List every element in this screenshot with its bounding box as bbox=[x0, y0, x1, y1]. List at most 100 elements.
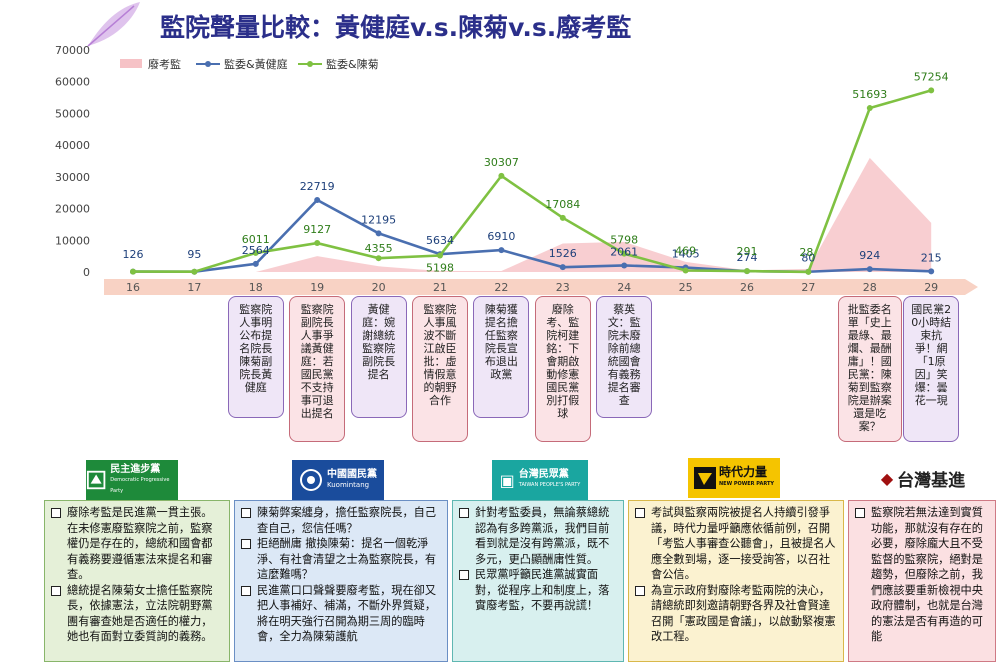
page-title: 監院聲量比較：黃健庭v.s.陳菊v.s.廢考監 bbox=[160, 13, 632, 42]
tpp-emblem-icon: ▣ bbox=[499, 470, 515, 490]
callout-day-20: 黃健庭：婉謝總統監察院副院長提名 bbox=[350, 296, 407, 418]
dpp-logo: 民主進步黨 Democratic Progressive Party bbox=[86, 460, 178, 500]
npp-emblem-icon bbox=[693, 467, 716, 489]
y-tick-label: 70000 bbox=[55, 44, 90, 57]
callout-day-18: 監察院人事明公布提名院長陳菊副院長黃健庭 bbox=[227, 296, 284, 418]
point-series-2 bbox=[559, 214, 566, 221]
x-axis-band-shape bbox=[104, 279, 978, 295]
tsp-statement-1: 監察院若無法達到實質功能，那就沒有存在的必要，廢除龐大且不受監督的監察院，絕對是… bbox=[871, 506, 983, 643]
bullet-icon bbox=[51, 508, 61, 518]
point-series-2 bbox=[498, 172, 505, 179]
data-label-chen: 469 bbox=[675, 245, 696, 258]
legend-swatch-marker bbox=[205, 61, 211, 67]
x-axis: 16 17 18 19 20 21 22 23 24 25 26 27 28 29 bbox=[126, 281, 938, 294]
kmt-logo-sub: Kuomintang bbox=[327, 481, 370, 489]
x-tick-label: 20 bbox=[372, 281, 386, 294]
point-series-2 bbox=[621, 250, 628, 257]
tpp-statement-1: 針對考監委員，無論蔡總統認為有多跨黨派，我們目前看到就是沒有跨黨派，既不多元，更… bbox=[475, 506, 610, 566]
dpp-logo-sub: Democratic Progressive Party bbox=[110, 476, 170, 494]
tsp-logo-text: 台灣基進 bbox=[897, 470, 966, 491]
npp-statement-2: 為宣示政府對廢除考監兩院的決心，請總統即刻邀請朝野各界及社會賢達召開「憲政國是會… bbox=[651, 583, 836, 644]
line-series-2 bbox=[132, 89, 932, 274]
bullet-icon bbox=[241, 508, 251, 518]
npp-statement-1: 考試與監察兩院被提名人持續引發爭議，時代力量呼籲應依循前例，召開「考監人事審查公… bbox=[651, 506, 836, 581]
bullet-icon bbox=[635, 585, 645, 596]
data-label-huang: 22719 bbox=[300, 180, 335, 193]
x-tick-label: 25 bbox=[679, 281, 693, 294]
feather-icon bbox=[87, 2, 140, 47]
point-series-2 bbox=[375, 255, 382, 262]
data-label-huang: 1405 bbox=[672, 248, 700, 261]
npp-logo-sub: NEW POWER PARTY bbox=[718, 481, 775, 487]
chart-legend: 廢考監 監委&黃健庭 監委&陳菊 bbox=[120, 57, 379, 71]
npp-logo-text: 時代力量 bbox=[718, 465, 767, 479]
dpp-emblem-icon bbox=[86, 470, 106, 490]
point-series-1 bbox=[314, 196, 321, 203]
point-series-2 bbox=[314, 240, 321, 247]
area-series-fei-kao-jian bbox=[133, 157, 932, 272]
point-series-1 bbox=[375, 230, 382, 237]
npp-statement-panel: 考試與監察兩院被提名人持續引發爭議，時代力量呼籲應依循前例，召開「考監人事審查公… bbox=[628, 500, 844, 662]
y-axis: 0 10000 20000 30000 40000 50000 60000 70000 bbox=[55, 44, 90, 279]
bullet-icon bbox=[855, 508, 865, 518]
x-tick-label: 26 bbox=[740, 281, 754, 294]
callout-day-22: 陳菊獲提名擔任監察院長宣布退出政黨 bbox=[473, 296, 530, 418]
data-label-chen: 5198 bbox=[426, 262, 454, 275]
dpp-statement-1: 廢除考監是民進黨一貫主張。在未修憲廢監察院之前，監察權仍是存在的，總統和國會都有… bbox=[67, 506, 213, 581]
dpp-logo-text: 民主進步黨 bbox=[110, 463, 161, 475]
data-label-chen: 51693 bbox=[852, 88, 887, 101]
tpp-logo: ▣ 台灣民眾黨 TAIWAN PEOPLE'S PARTY bbox=[492, 460, 588, 500]
data-label-huang: 126 bbox=[123, 248, 144, 261]
legend-swatch-marker bbox=[307, 61, 313, 67]
legend-label: 監委&陳菊 bbox=[326, 57, 379, 71]
y-tick-label: 60000 bbox=[55, 76, 90, 89]
tpp-statement-panel: 針對考監委員，無論蔡總統認為有多跨黨派，我們目前看到就是沒有跨黨派，既不多元，更… bbox=[452, 500, 624, 662]
point-series-2 bbox=[682, 267, 689, 274]
area-series bbox=[133, 157, 932, 272]
kmt-statement-1: 陳菊弊案纏身，擔任監察院長，自己查自己，您信任嗎？ bbox=[257, 506, 437, 535]
x-tick-label: 27 bbox=[801, 281, 815, 294]
legend-swatch-area bbox=[120, 59, 142, 68]
data-label-huang: 95 bbox=[187, 248, 201, 261]
x-tick-label: 17 bbox=[187, 281, 201, 294]
point-series-1 bbox=[866, 266, 873, 273]
line-series bbox=[130, 87, 935, 275]
data-label-chen: 30307 bbox=[484, 156, 519, 169]
data-label-huang: 5634 bbox=[426, 234, 454, 247]
point-series-2 bbox=[191, 268, 198, 275]
data-label-huang: 80 bbox=[801, 252, 815, 265]
x-axis-band bbox=[104, 279, 978, 295]
callout-day-24: 蔡英文：監院未廢除前總統國會有義務提名審查 bbox=[596, 296, 653, 418]
point-series-1 bbox=[498, 247, 505, 254]
tpp-statement-2: 民眾黨呼籲民進黨誠實面對，從程序上和制度上，落實廢考監，不要再說謊！ bbox=[475, 568, 610, 612]
x-tick-label: 22 bbox=[494, 281, 508, 294]
point-series-1 bbox=[928, 268, 935, 275]
data-label-chen: 291 bbox=[737, 245, 758, 258]
data-label-huang: 2061 bbox=[610, 245, 638, 258]
legend-label: 監委&黃健庭 bbox=[224, 57, 288, 71]
kmt-statement-2: 拒絕酬庸 撤換陳菊：提名一個乾淨淨、有社會清望之士為監察院長，有這麼難嗎？ bbox=[257, 537, 437, 581]
callout-day-21: 監察院人事風波不斷江啟臣批：虛情假意的朝野合作 bbox=[412, 296, 468, 442]
data-label-chen: 5798 bbox=[610, 234, 638, 247]
y-tick-label: 40000 bbox=[55, 139, 90, 152]
data-label-huang: 215 bbox=[921, 251, 942, 264]
data-labels: 126 95 2564 22719 12195 5634 6910 1526 2061 1405 2… bbox=[123, 70, 949, 274]
bullet-icon bbox=[51, 585, 61, 596]
kmt-statement-3: 民進黨口口聲聲要廢考監，現在卻又把人事補好、補滿，不斷外界質疑，將在明天強行召開… bbox=[257, 583, 437, 644]
x-tick-label: 18 bbox=[249, 281, 263, 294]
voice-volume-chart: 0 10000 20000 30000 40000 50000 60000 70000 廢考監… bbox=[55, 44, 978, 295]
data-label-chen: 57254 bbox=[914, 70, 949, 83]
callout-day-29: 國民黨20小時結束抗爭！網「1原因」笑爆：曇花一現 bbox=[903, 296, 960, 442]
kmt-logo-text: 中國國民黨 bbox=[327, 469, 377, 480]
bullet-icon bbox=[241, 539, 251, 549]
bullet-icon bbox=[459, 508, 469, 518]
data-label-huang: 274 bbox=[737, 251, 758, 264]
bullet-icon bbox=[459, 570, 469, 580]
x-tick-label: 29 bbox=[924, 281, 938, 294]
y-tick-label: 30000 bbox=[55, 171, 90, 184]
point-series-2 bbox=[866, 105, 873, 112]
dpp-statement-panel: 廢除考監是民進黨一貫主張。在未修憲廢監察院之前，監察權仍是存在的，總統和國會都有… bbox=[44, 500, 230, 662]
point-series-2 bbox=[805, 268, 812, 275]
dpp-statement-2: 總統提名陳菊女士擔任監察院長，依據憲法，立法院朝野黨團有審查她是否適任的權力，她… bbox=[67, 583, 213, 644]
data-label-chen: 4355 bbox=[365, 242, 393, 255]
